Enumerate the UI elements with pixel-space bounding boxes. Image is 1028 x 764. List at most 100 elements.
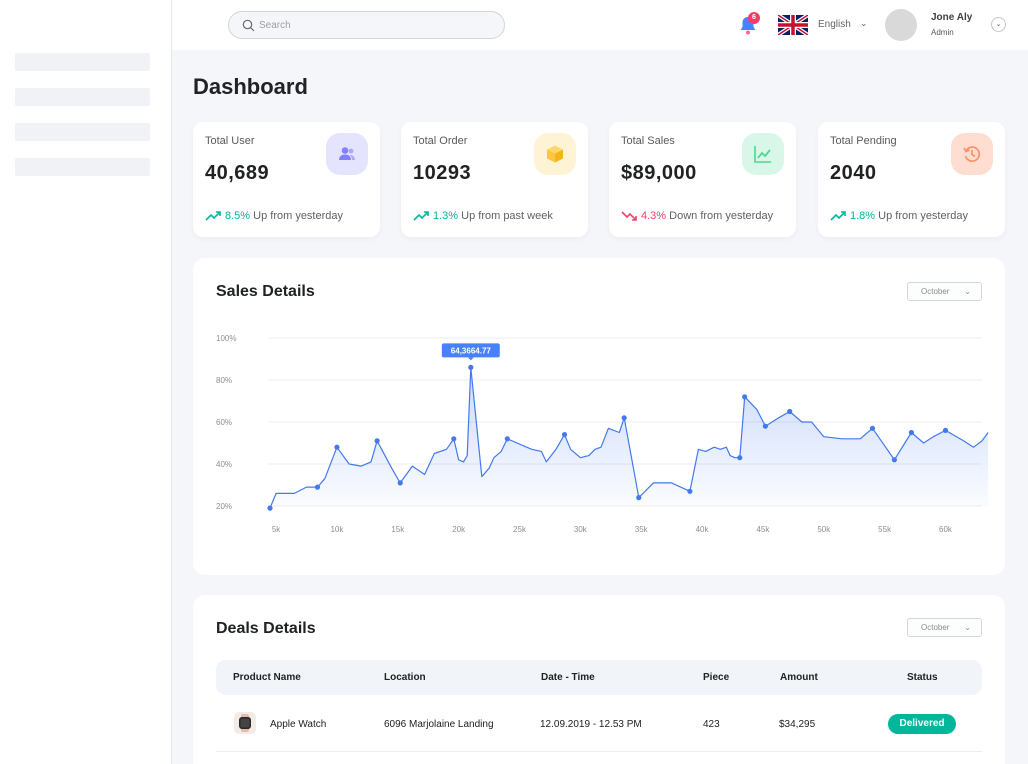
row-divider [216,751,982,752]
data-point [468,364,474,370]
chevron-down-icon[interactable]: ⌄ [860,18,868,28]
sales-month-select[interactable]: October ⌄ [907,282,982,301]
trend-down-icon [621,211,637,221]
sales-chart: 100% 80% 60% 40% 20% 5k 10k 15k 20k 25k 30k 35k 40k 4… [216,334,989,534]
column-header-datetime[interactable]: Date - Time [541,672,595,683]
y-tick-label: 100% [216,334,236,343]
data-point [314,484,321,490]
sidebar-item-placeholder[interactable] [15,123,150,141]
x-tick-label: 45k [756,525,770,534]
history-icon [951,133,993,175]
sidebar-item-placeholder[interactable] [15,88,150,106]
y-tick-label: 40% [216,460,232,469]
x-tick-label: 30k [574,525,588,534]
uk-flag-icon[interactable] [778,15,808,35]
data-point [687,488,693,494]
x-tick-label: 10k [330,525,344,534]
data-point [267,505,273,511]
stat-card-total-pending: Total Pending 2040 1.8% Up from yesterda… [818,122,1005,237]
column-header-status[interactable]: Status [907,672,938,683]
trend-text: Up from yesterday [878,210,969,222]
topbar: 6 English ⌄ Jone Aly Admin ⌄ [172,0,1028,50]
box-icon [534,133,576,175]
data-point [636,495,642,501]
column-header-piece[interactable]: Piece [703,672,730,683]
data-point [742,394,748,400]
cell-location: 6096 Marjolaine Landing [384,719,494,730]
notification-badge: 6 [748,12,760,24]
search-input[interactable] [259,12,489,38]
language-select[interactable]: English [818,19,851,30]
x-tick-label: 40k [696,525,710,534]
chart-tooltip [441,343,500,358]
page-title: Dashboard [193,74,308,99]
data-point [762,423,768,429]
stat-card-total-order: Total Order 10293 1.3% Up from past week [401,122,588,237]
x-tick-label: 55k [878,525,892,534]
deals-month-select[interactable]: October ⌄ [907,618,982,637]
card-trend: 4.3% Down from yesterday [621,210,773,222]
sales-area-fill [270,367,989,509]
user-name: Jone Aly [931,12,973,23]
x-tick-label: 15k [391,525,405,534]
trend-text: Up from past week [461,210,553,222]
notification-button[interactable]: 6 [738,12,760,36]
month-select-label: October [921,287,950,296]
cell-datetime: 12.09.2019 - 12.53 PM [540,719,642,730]
users-icon [326,133,368,175]
y-tick-label: 80% [216,376,232,385]
card-value: 40,689 [205,162,270,184]
trend-percent: 8.5% [225,210,251,222]
data-point [942,427,949,433]
trend-percent: 4.3% [641,210,667,222]
sales-line [269,366,989,509]
data-point [504,436,510,442]
data-point [334,444,340,450]
card-title: Total Sales [621,135,675,147]
search-box[interactable] [228,11,505,39]
cell-amount: $34,295 [779,719,816,730]
user-role: Admin [931,28,954,37]
x-tick-label: 35k [635,525,649,534]
table-header: Product Name Location Date - Time Piece … [216,660,982,695]
x-tick-label: 60k [939,525,953,534]
sidebar-item-placeholder[interactable] [15,158,150,176]
chart-tooltip-label: 64,3664.77 [451,346,492,355]
data-point [737,455,743,461]
card-value: 2040 [830,162,877,184]
card-value: 10293 [413,162,472,184]
y-tick-label: 20% [216,502,232,511]
product-thumbnail [234,712,256,734]
sidebar-item-placeholder[interactable] [15,53,150,71]
search-icon [242,19,255,32]
sales-details-title: Sales Details [216,283,315,300]
data-point [561,432,568,438]
chevron-down-icon: ⌄ [964,623,971,632]
cell-piece: 423 [703,719,720,730]
user-menu-chevron-icon[interactable]: ⌄ [991,17,1006,32]
avatar[interactable] [885,9,917,41]
data-point [397,480,403,486]
trend-percent: 1.8% [850,210,876,222]
card-trend: 1.3% Up from past week [413,210,553,222]
chart-tooltip-pointer [467,357,474,361]
x-tick-label: 5k [272,525,281,534]
data-point [891,457,897,463]
status-badge: Delivered [888,714,956,734]
deals-details-panel: Deals Details October ⌄ Product Name Loc… [193,595,1005,764]
x-tick-label: 20k [452,525,466,534]
data-point [908,429,915,436]
data-point [621,415,627,421]
y-tick-label: 60% [216,418,232,427]
trend-percent: 1.3% [433,210,459,222]
column-header-product[interactable]: Product Name [233,672,301,683]
card-trend: 8.5% Up from yesterday [205,210,343,222]
column-header-amount[interactable]: Amount [780,672,818,683]
data-point [869,425,876,431]
x-tick-label: 50k [817,525,831,534]
cell-product-name: Apple Watch [270,719,327,730]
stat-card-total-user: Total User 40,689 8.5% Up from yesterday [193,122,380,237]
stat-card-total-sales: Total Sales $89,000 4.3% Down from yeste… [609,122,796,237]
column-header-location[interactable]: Location [384,672,426,683]
card-title: Total User [205,135,255,147]
